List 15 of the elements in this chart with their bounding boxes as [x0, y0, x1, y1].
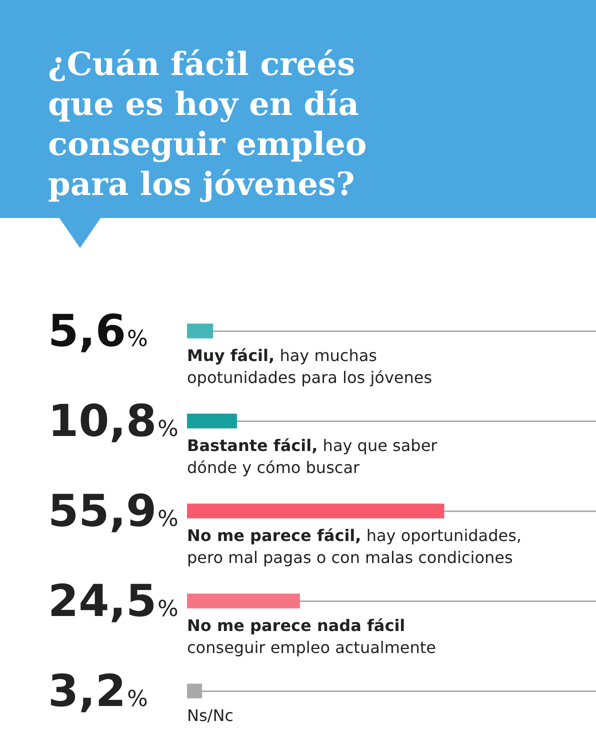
bar	[187, 504, 444, 518]
bar	[187, 324, 214, 338]
y-tick-label: No me parece nada fácil conseguir empleo actualmente	[187, 616, 436, 657]
bar	[187, 594, 300, 608]
y-tick-label: Ns/Nc	[187, 706, 234, 725]
chart-title: ¿Cuán fácil creés que es hoy en día conseguir empleo para los jóvenes?	[48, 44, 368, 204]
data-label: 55,9%	[48, 486, 178, 537]
data-label: 24,5%	[48, 576, 178, 627]
data-label: 3,2%	[48, 666, 148, 717]
data-label: 5,6%	[48, 306, 148, 357]
y-tick-label: Muy fácil, hay muchas opotunidades para los jóvenes	[187, 346, 432, 387]
bar	[187, 414, 237, 428]
y-tick-label: Bastante fácil, hay que saber dónde y cómo buscar	[187, 436, 438, 477]
y-tick-label: No me parece fácil, hay oportunidades, pero mal pagas o con malas condiciones	[187, 526, 522, 567]
data-label: 10,8%	[48, 396, 178, 447]
